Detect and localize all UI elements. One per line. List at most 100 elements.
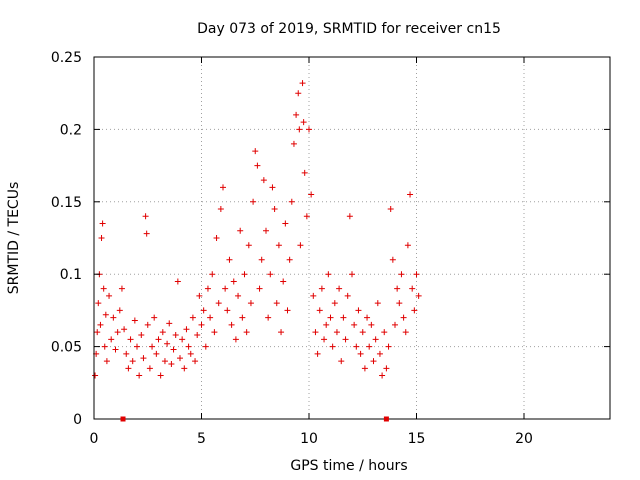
- data-point: [235, 292, 242, 299]
- data-point: [359, 329, 366, 336]
- y-tick-label: 0.2: [60, 122, 82, 138]
- data-point: [293, 111, 300, 118]
- data-point: [164, 340, 171, 347]
- data-point: [179, 336, 186, 343]
- data-point: [286, 256, 293, 263]
- data-point: [177, 355, 183, 362]
- data-point: [297, 242, 304, 249]
- x-tick-label: 0: [90, 431, 99, 447]
- data-point: [284, 307, 291, 314]
- data-point: [387, 206, 394, 213]
- data-point: [273, 300, 280, 307]
- data-point: [224, 307, 231, 314]
- data-point: [98, 235, 105, 241]
- data-point: [404, 242, 411, 249]
- data-point: [196, 292, 203, 299]
- data-point: [364, 314, 371, 321]
- data-points: [92, 80, 422, 379]
- data-point: [252, 148, 259, 155]
- data-point: [303, 213, 310, 220]
- data-point: [392, 321, 398, 328]
- data-point: [338, 358, 345, 365]
- data-point: [323, 321, 330, 328]
- data-point: [398, 271, 405, 278]
- data-point: [239, 314, 246, 321]
- data-point: [245, 242, 252, 249]
- data-point: [247, 300, 254, 307]
- grid: [94, 57, 610, 419]
- data-point: [241, 271, 248, 278]
- data-point: [136, 372, 143, 379]
- data-point: [263, 227, 269, 234]
- data-point: [385, 343, 392, 350]
- data-point: [149, 343, 156, 350]
- data-point: [127, 336, 134, 343]
- data-point: [411, 307, 418, 314]
- data-point: [114, 329, 121, 336]
- data-point: [217, 206, 224, 213]
- data-point: [300, 119, 307, 126]
- data-point: [123, 350, 130, 357]
- y-tick-label: 0.25: [51, 50, 82, 66]
- data-point: [232, 336, 239, 343]
- y-tick-label: 0.05: [51, 340, 82, 356]
- data-point: [95, 300, 102, 307]
- data-point: [228, 321, 235, 328]
- data-point: [396, 300, 403, 307]
- data-point: [187, 350, 194, 357]
- bottom-marker: [120, 416, 126, 422]
- data-point: [151, 314, 158, 321]
- data-point: [161, 358, 168, 365]
- data-point: [92, 372, 99, 379]
- data-point: [209, 271, 216, 278]
- data-point: [134, 343, 140, 350]
- data-point: [301, 169, 308, 176]
- data-point: [143, 230, 150, 237]
- data-point: [368, 321, 375, 328]
- data-point: [153, 350, 160, 357]
- data-point: [194, 332, 201, 339]
- data-point: [237, 227, 244, 234]
- data-point: [336, 285, 343, 292]
- data-point: [370, 358, 377, 365]
- data-point: [321, 336, 328, 343]
- data-point: [353, 343, 360, 350]
- data-point: [101, 343, 108, 350]
- data-point: [409, 285, 416, 292]
- data-point: [295, 90, 302, 97]
- data-point: [110, 314, 117, 321]
- chart-title: Day 073 of 2019, SRMTID for receiver cn1…: [197, 21, 501, 37]
- data-point: [181, 365, 188, 372]
- y-tick-labels: 0 0.05 0.1 0.15 0.2 0.25: [51, 50, 82, 428]
- x-tick-labels: 0 5 10 15 20: [90, 431, 533, 447]
- data-point: [112, 346, 119, 353]
- data-point: [374, 300, 381, 307]
- data-point: [306, 126, 312, 133]
- data-point: [342, 336, 349, 343]
- data-point: [170, 346, 177, 353]
- y-tick-label: 0.1: [60, 267, 82, 283]
- data-point: [278, 329, 285, 336]
- data-point: [256, 285, 263, 292]
- data-point: [312, 329, 319, 336]
- data-point: [185, 343, 192, 350]
- data-point: [402, 329, 409, 336]
- data-point: [106, 292, 113, 299]
- data-point: [102, 311, 109, 318]
- data-point: [296, 126, 303, 133]
- data-point: [146, 365, 153, 372]
- data-point: [280, 278, 287, 285]
- data-point: [183, 326, 190, 333]
- data-point: [166, 320, 173, 327]
- data-point: [159, 329, 166, 336]
- data-point: [243, 329, 250, 336]
- data-point: [290, 140, 297, 147]
- data-point: [138, 332, 145, 339]
- data-point: [271, 206, 278, 213]
- data-point: [192, 358, 199, 365]
- bottom-markers: [120, 416, 389, 422]
- data-point: [269, 184, 276, 191]
- data-point: [413, 271, 420, 278]
- data-point: [318, 285, 325, 292]
- data-point: [215, 300, 222, 307]
